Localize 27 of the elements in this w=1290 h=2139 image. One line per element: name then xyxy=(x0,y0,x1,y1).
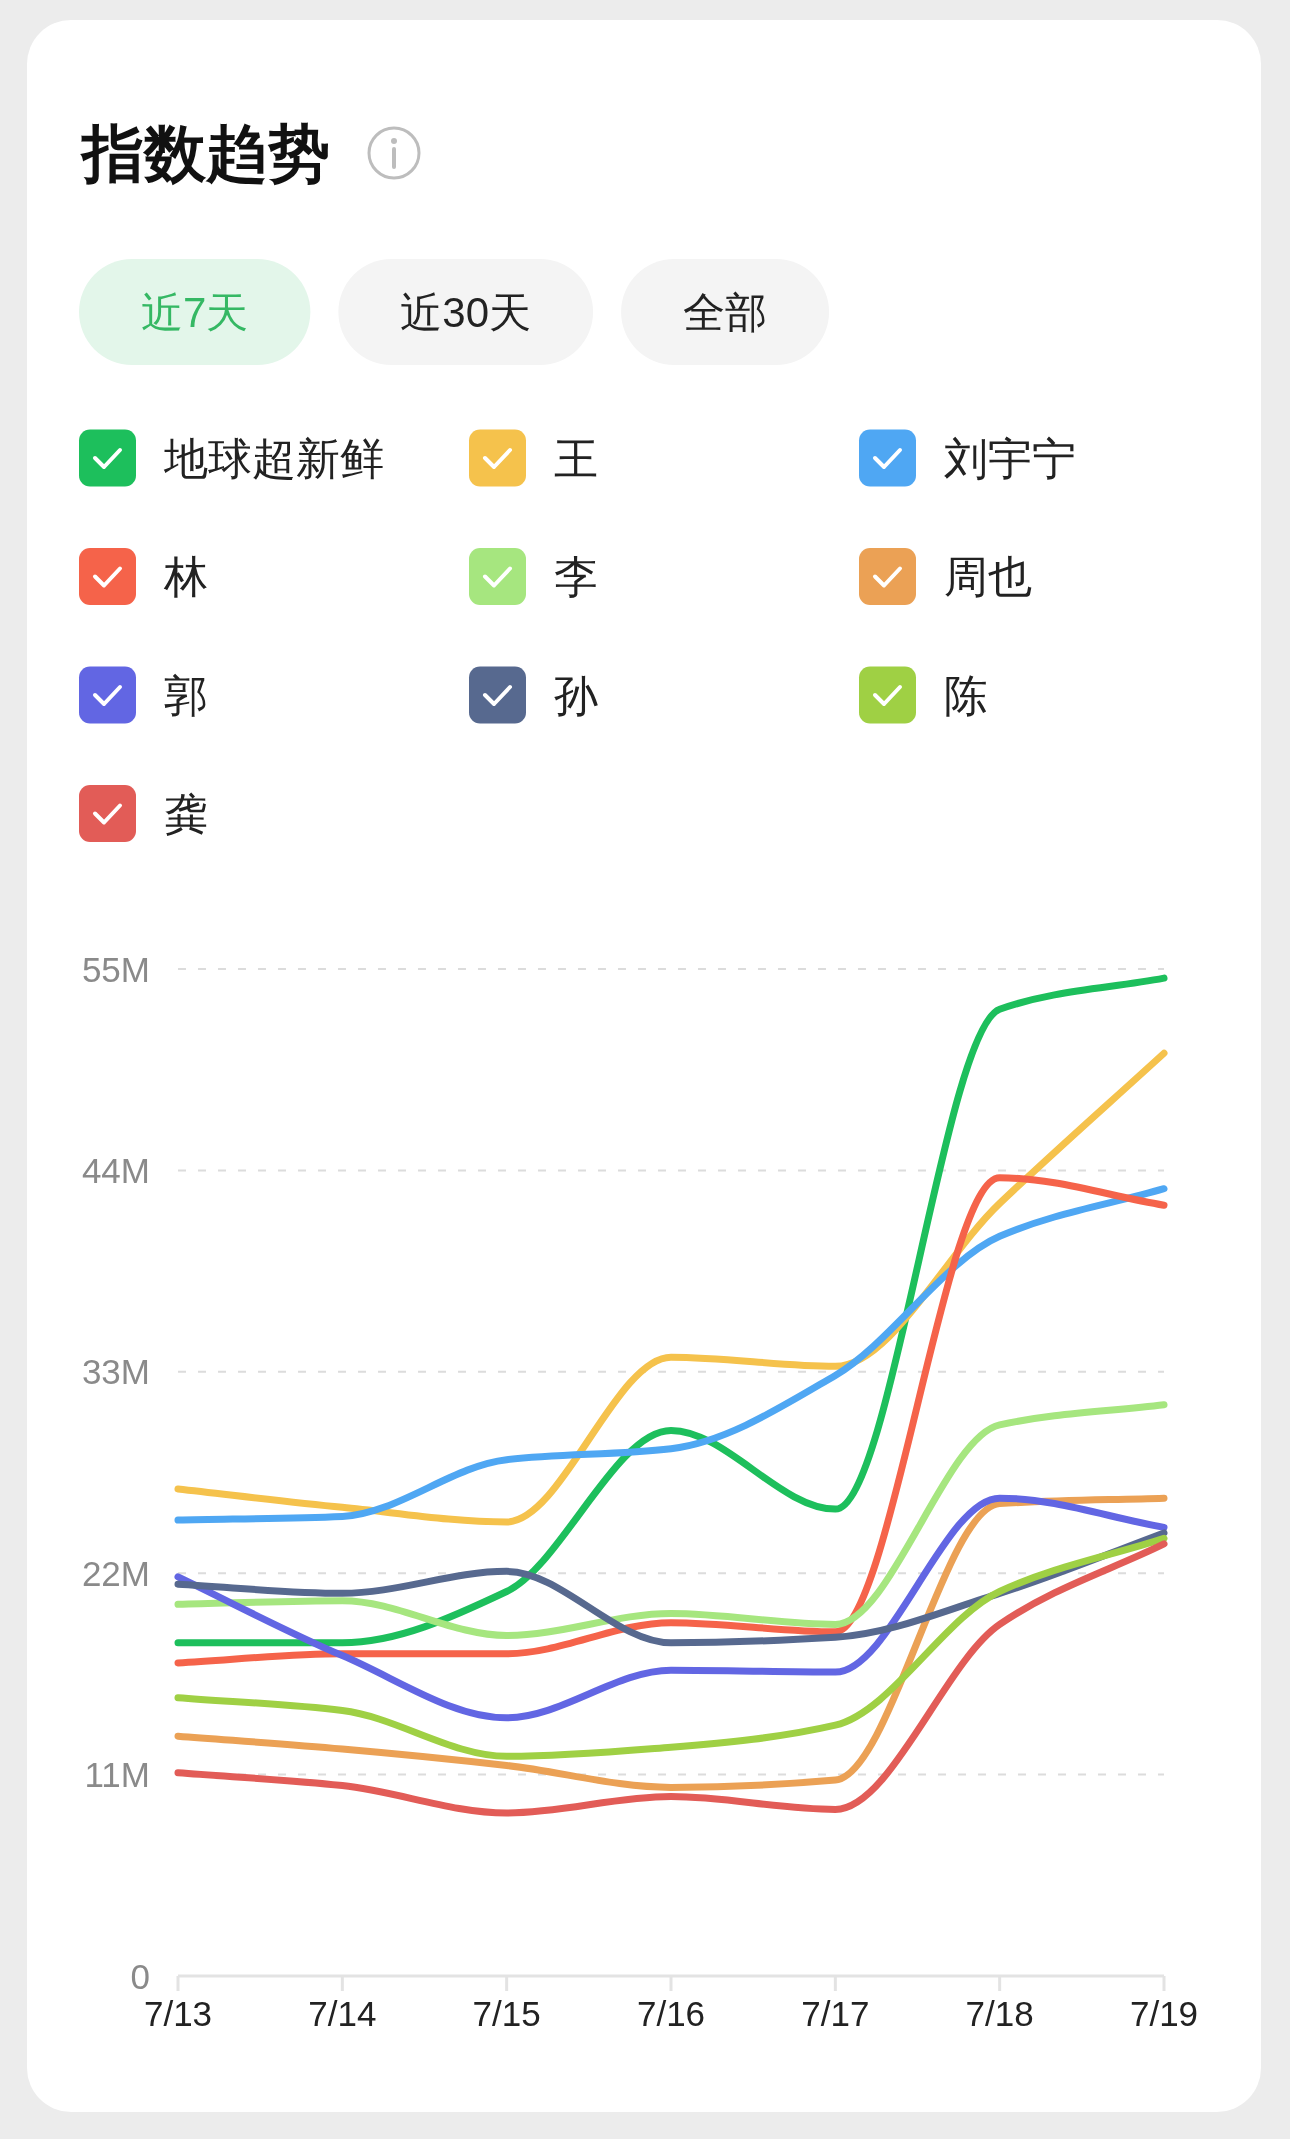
chart-title: 指数趋势 xyxy=(80,118,330,188)
x-tick-label: 7/19 xyxy=(1129,1993,1199,2033)
x-tick-label: 7/17 xyxy=(801,1993,870,2033)
legend-label: 郭 xyxy=(164,670,208,720)
y-tick-label: 0 xyxy=(130,1956,150,1996)
x-tick-label: 7/13 xyxy=(143,1993,213,2033)
y-tick-label: 11M xyxy=(84,1755,150,1795)
legend-label: 周也 xyxy=(944,552,1032,601)
y-tick-label: 22M xyxy=(81,1553,150,1593)
y-tick-label: 33M xyxy=(81,1352,150,1392)
x-tick-label: 7/15 xyxy=(472,1993,541,2033)
legend-label: 刘宇宁 xyxy=(944,433,1076,483)
legend-label: 王 xyxy=(554,433,598,483)
legend-label: 地球超新鲜 xyxy=(163,433,384,483)
text: 近7天 xyxy=(141,288,249,336)
legend-label: 龚 xyxy=(164,789,208,838)
legend-label: 李 xyxy=(554,552,598,601)
y-tick-label: 44M xyxy=(81,1150,150,1190)
y-tick-label: 55M xyxy=(81,949,150,989)
legend-label: 陈 xyxy=(944,670,988,720)
legend-label: 孙 xyxy=(554,670,598,720)
text: 近30天 xyxy=(400,288,532,336)
text: 全部 xyxy=(683,288,768,336)
x-tick-label: 7/18 xyxy=(965,1993,1034,2033)
legend-label: 林 xyxy=(163,552,208,601)
x-tick-label: 7/16 xyxy=(636,1993,706,2033)
x-tick-label: 7/14 xyxy=(308,1993,377,2033)
